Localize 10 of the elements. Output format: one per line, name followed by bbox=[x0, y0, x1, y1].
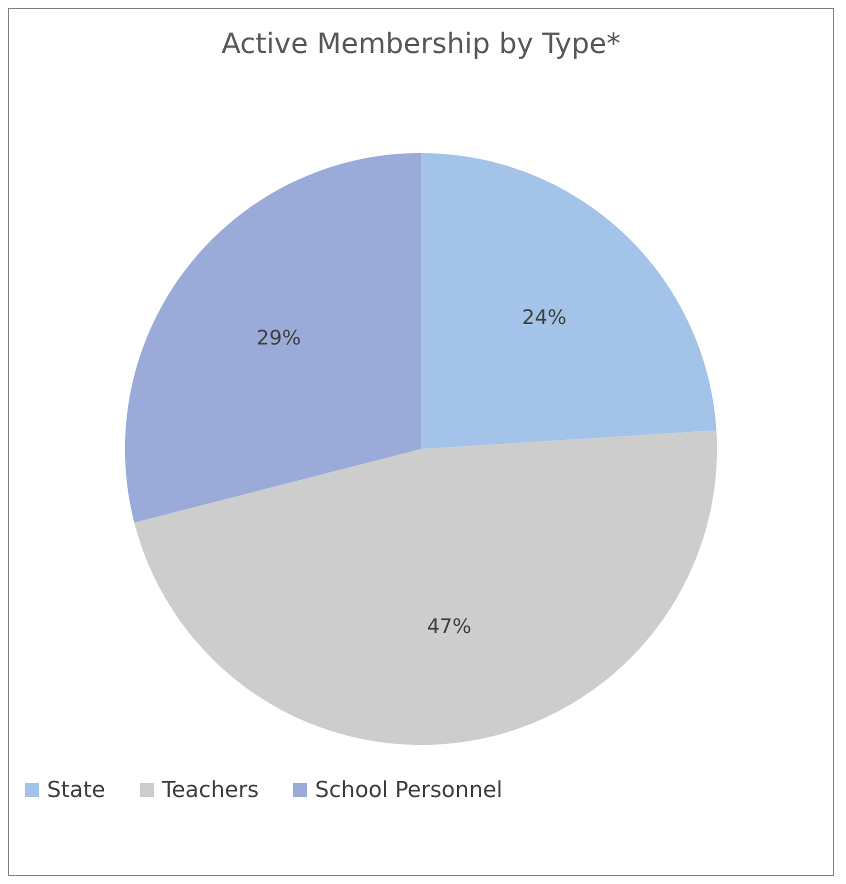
legend-label: State bbox=[47, 778, 106, 803]
data-label: 29% bbox=[256, 326, 301, 350]
data-label: 47% bbox=[426, 614, 472, 638]
data-label: 24% bbox=[522, 304, 566, 329]
legend-label: Teachers bbox=[161, 778, 259, 803]
legend-label: School Personnel bbox=[315, 778, 503, 803]
pie-slice bbox=[125, 153, 421, 523]
pie-slice bbox=[134, 430, 716, 745]
pie-slice bbox=[421, 153, 716, 449]
chart-title: Active Membership by Type* bbox=[221, 27, 621, 60]
